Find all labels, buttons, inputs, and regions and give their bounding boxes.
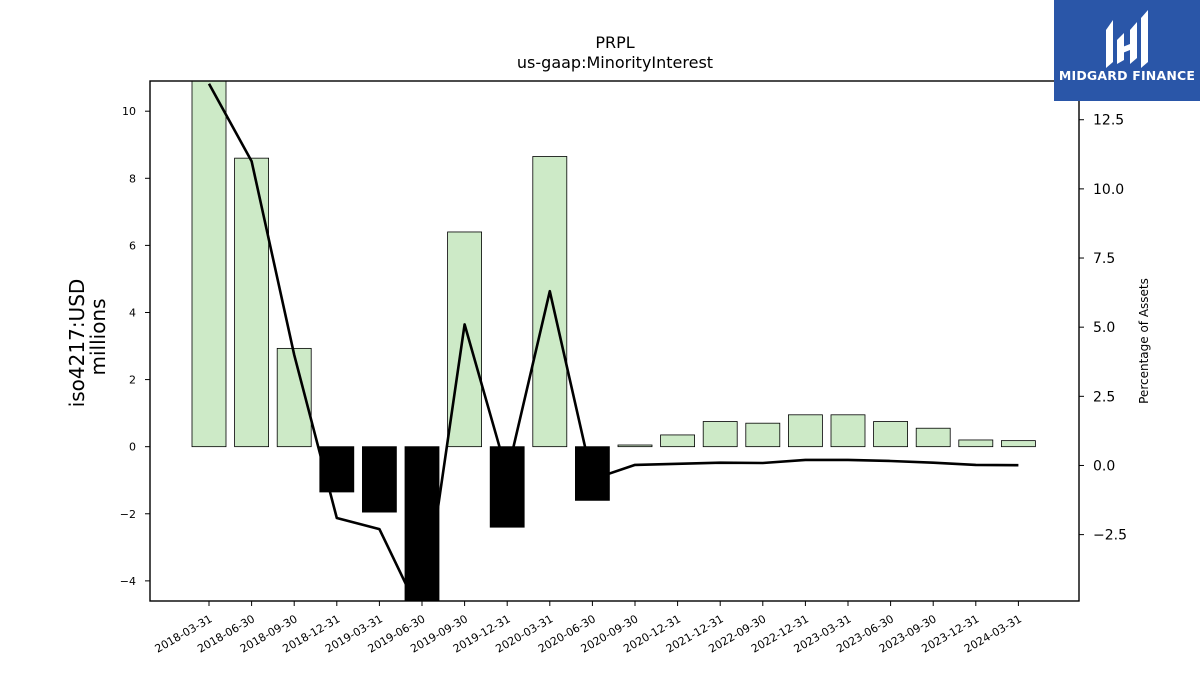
bar-2018-12-31 xyxy=(319,446,355,493)
y2-tick-label: −2.5 xyxy=(1093,528,1127,544)
y2-axis-label: Percentage of Assets xyxy=(1137,278,1151,404)
bar-2024-03-31 xyxy=(1001,440,1036,448)
bar-2020-03-31 xyxy=(532,156,568,448)
y-tick-label: −4 xyxy=(120,575,136,588)
bar-2020-12-31 xyxy=(660,434,695,448)
midgard-logo-icon xyxy=(1106,10,1148,68)
y-tick-label: 0 xyxy=(129,441,136,454)
y-tick-label: 10 xyxy=(122,105,136,118)
bar-2023-12-31 xyxy=(958,439,994,448)
y2-tick-label: 12.5 xyxy=(1093,113,1124,129)
y-axis-label: iso4217:USD xyxy=(65,279,89,408)
y2-tick-label: 7.5 xyxy=(1093,251,1115,267)
bar-2018-06-30 xyxy=(234,157,270,448)
bar-2022-09-30 xyxy=(745,422,781,448)
bar-2023-03-31 xyxy=(830,414,866,448)
bar-2019-03-31 xyxy=(361,446,397,513)
y-tick-label: −2 xyxy=(120,508,136,521)
chart-title: PRPL xyxy=(595,33,634,52)
bar-2019-12-31 xyxy=(489,446,525,528)
y-axis-label-units: millions xyxy=(86,298,110,375)
midgard-finance-logo: MIDGARD FINANCE xyxy=(1054,0,1200,101)
bar-2023-09-30 xyxy=(915,427,951,448)
y-tick-label: 8 xyxy=(129,172,136,185)
chart-subtitle: us-gaap:MinorityInterest xyxy=(517,53,713,72)
bar-2021-12-31 xyxy=(702,421,738,448)
logo-text: MIDGARD FINANCE xyxy=(1058,68,1196,83)
bar-2018-03-31 xyxy=(191,81,227,448)
bar-2023-06-30 xyxy=(873,421,908,448)
bar-2020-09-30 xyxy=(617,444,653,448)
y2-tick-label: 10.0 xyxy=(1093,182,1124,198)
plot-frame xyxy=(149,80,1080,602)
y-tick-label: 4 xyxy=(129,306,136,319)
bar-2019-06-30 xyxy=(404,446,440,601)
bar-2022-12-31 xyxy=(788,414,823,448)
y2-tick-label: 5.0 xyxy=(1093,320,1115,336)
y-tick-label: 2 xyxy=(129,374,136,387)
y2-tick-label: 2.5 xyxy=(1093,389,1115,405)
y2-tick-label: 0.0 xyxy=(1093,458,1115,474)
y-tick-label: 6 xyxy=(129,239,136,252)
percentage-of-assets-line xyxy=(207,83,1019,601)
